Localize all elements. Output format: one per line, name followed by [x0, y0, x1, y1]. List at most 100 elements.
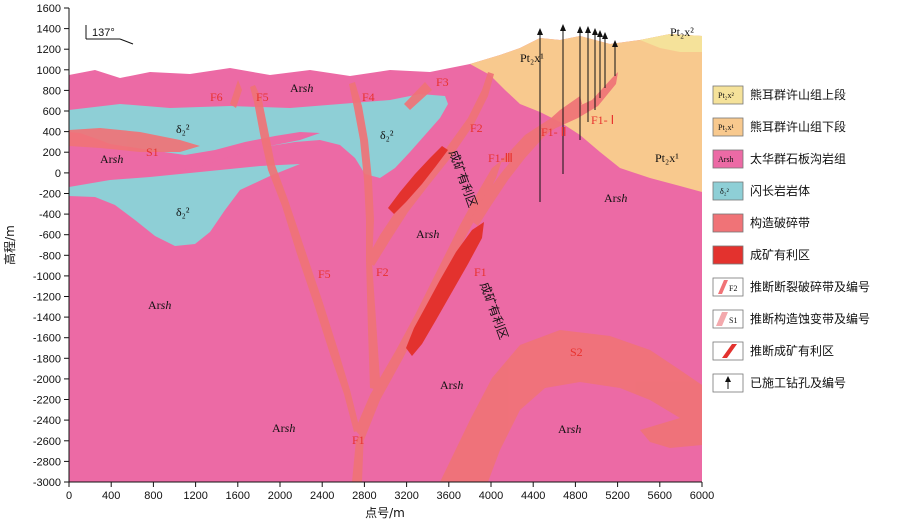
y-tick-label: -3000	[33, 477, 61, 489]
arsh-label: Arsh	[100, 152, 123, 166]
legend-item-label: 推断断裂破碎带及编号	[750, 279, 870, 294]
x-tick-label: 5600	[648, 490, 672, 502]
legend-swatch-pt-x1	[712, 117, 744, 137]
legend-item-label: 闪长岩岩体	[750, 183, 810, 198]
x-tick-label: 1600	[226, 490, 250, 502]
fault-label-F1-bottom: F1	[352, 433, 365, 447]
fault-zones	[69, 72, 702, 482]
legend-swatch-ore-zone	[712, 245, 744, 265]
legend-swatch-fault-zone	[712, 213, 744, 233]
y-axis-ticks	[64, 7, 69, 483]
axes-frame	[68, 8, 702, 483]
y-axis-title: 高程/m	[2, 225, 17, 265]
drill-holes	[537, 24, 618, 202]
y-tick-label: -800	[39, 250, 61, 262]
x-tick-label: 800	[144, 490, 162, 502]
arsh-interlayer	[69, 132, 320, 172]
y-tick-label: -2400	[33, 415, 61, 427]
fault-label-F5: F5	[256, 90, 269, 104]
y-tick-label: -2200	[33, 395, 61, 407]
unit-labels: Arsh Arsh Arsh Arsh Arsh Arsh Arsh Arsh …	[100, 25, 694, 436]
legend-item-label: 构造破碎带	[750, 215, 810, 230]
fault-label-S1: S1	[146, 145, 159, 159]
legend-swatch-inferred-fault	[712, 277, 744, 297]
arsh-label: Arsh	[290, 81, 313, 95]
section-body	[69, 34, 702, 482]
diorite-label: δ₂²	[176, 122, 190, 136]
fault-zone-F2-deep	[366, 260, 380, 390]
y-tick-label: -2800	[33, 456, 61, 468]
y-tick-label: 1000	[37, 65, 61, 77]
y-tick-label: -1000	[33, 271, 61, 283]
fault-label-F1: F1	[474, 265, 487, 279]
legend-swatch-label: Pt₂x¹	[718, 123, 734, 132]
fault-label-F6: F6	[210, 90, 223, 104]
fault-label-F4: F4	[362, 90, 375, 104]
y-tick-label: -1400	[33, 312, 61, 324]
x-tick-label: 1200	[183, 490, 207, 502]
legend-item-label: 太华群石板沟岩组	[750, 151, 846, 166]
pt-x2-unit	[640, 34, 702, 52]
fault-zone-F1-main	[355, 160, 502, 440]
legend-swatch-diorite	[712, 181, 744, 201]
legend-item-label: 推断成矿有利区	[750, 343, 834, 358]
fault-labels: F6 F5 F4 F3 F2 F1-Ⅲ F1- Ⅱ F1- Ⅰ S1 F5 F2…	[146, 75, 614, 447]
y-tick-label: -600	[39, 230, 61, 242]
arsh-label: Arsh	[416, 227, 439, 241]
diorite-label: δ₂²	[176, 205, 190, 219]
x-tick-label: 3600	[437, 490, 461, 502]
fault-zone-F1-deep	[352, 430, 364, 482]
y-tick-label: -2600	[33, 436, 61, 448]
x-tick-label: 400	[102, 490, 120, 502]
y-tick-label: -400	[39, 209, 61, 221]
y-tick-label: -1800	[33, 353, 61, 365]
y-tick-label: -1200	[33, 292, 61, 304]
arsh-label: Arsh	[272, 421, 295, 435]
legend-item-label: 熊耳群许山组上段	[750, 87, 846, 102]
legend-item-label: 已施工钻孔及编号	[750, 375, 846, 390]
legend-item-label: 推断构造蚀变带及编号	[750, 311, 870, 326]
azimuth-label: 137°	[92, 27, 115, 39]
x-tick-label: 2800	[352, 490, 376, 502]
fault-label-F3: F3	[436, 75, 449, 89]
x-axis-labels: 0 400 800 1200 1600 2000 2400 2800 3200 …	[66, 490, 714, 502]
fault-label-F2-lower: F2	[376, 265, 389, 279]
pt-x1-label: Pt₂x¹	[520, 51, 544, 65]
y-tick-label: 1600	[37, 3, 61, 15]
ore-zones	[388, 146, 484, 356]
fault-label-F1-I: F1- Ⅰ	[591, 113, 614, 127]
diorite-label: δ₂²	[380, 128, 394, 142]
y-tick-label: 800	[43, 85, 61, 97]
x-tick-label: 4800	[563, 490, 587, 502]
fault-label-S2: S2	[570, 345, 583, 359]
ore-zone-lower	[406, 222, 484, 356]
y-tick-label: -200	[39, 189, 61, 201]
fault-zone-S2-right	[640, 418, 702, 448]
y-tick-label: 0	[55, 168, 61, 180]
fault-zone-F1-III	[470, 96, 582, 226]
legend-swatch-label: F2	[729, 284, 737, 293]
y-tick-label: 400	[43, 127, 61, 139]
x-tick-label: 2400	[310, 490, 334, 502]
x-tick-label: 4000	[479, 490, 503, 502]
legend-swatch-arsh	[712, 149, 744, 169]
legend: Pt₂x² 熊耳群许山组上段 Pt₂x¹ 熊耳群许山组下段 Arsh 太华群石板…	[712, 85, 870, 393]
legend-swatch-label: Pt₂x²	[718, 91, 734, 100]
fault-zone-F6	[230, 80, 242, 108]
legend-item-label: 熊耳群许山组下段	[750, 119, 846, 134]
arsh-label: Arsh	[148, 298, 171, 312]
y-tick-label: -2000	[33, 374, 61, 386]
fault-label-F5-lower: F5	[318, 267, 331, 281]
legend-swatch-label: S1	[729, 316, 737, 325]
y-tick-label: 1200	[37, 44, 61, 56]
legend-swatch-label: δ₂²	[720, 187, 730, 196]
y-tick-label: 600	[43, 106, 61, 118]
x-tick-label: 4400	[521, 490, 545, 502]
fault-zone-F3	[404, 82, 432, 110]
fault-zone-S2	[440, 330, 702, 482]
fault-zone-F5	[250, 85, 360, 432]
fault-label-F1-II: F1- Ⅱ	[541, 125, 567, 139]
y-tick-label: 1400	[37, 24, 61, 36]
legend-item-label: 成矿有利区	[750, 248, 810, 262]
